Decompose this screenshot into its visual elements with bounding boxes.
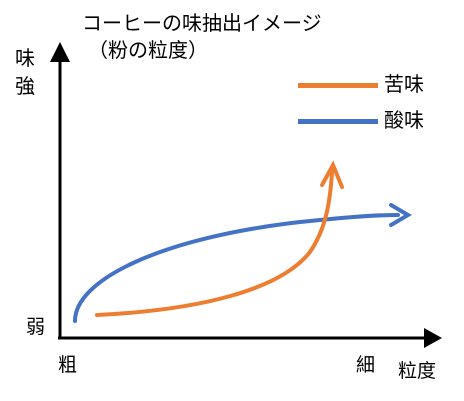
legend-label-bitter: 苦味 (384, 72, 424, 96)
bitterness-curve-path (95, 170, 334, 317)
x-axis-end-label: 細 (356, 354, 376, 376)
y-axis-low-label: 弱 (26, 316, 46, 338)
axes (50, 42, 442, 348)
x-axis-arrowhead (424, 328, 442, 348)
acidity-curve-path (73, 213, 400, 323)
diagram-subtitle: （粉の粒度） (88, 38, 208, 62)
legend-swatch-bitter (298, 83, 378, 88)
bitterness-curve (95, 160, 344, 317)
diagram-title: コーヒーの味抽出イメージ (82, 11, 322, 35)
acidity-curve-arrowhead (389, 203, 412, 227)
y-axis-label: 味強 (14, 44, 36, 100)
x-axis-label: 粒度 (398, 360, 437, 382)
y-axis-arrowhead (50, 42, 70, 62)
y-axis-label-text: 味強 (15, 46, 35, 98)
bitterness-curve-arrowhead (320, 160, 344, 189)
legend-label-acidity: 酸味 (384, 108, 424, 132)
x-axis-start-label: 粗 (58, 354, 78, 376)
legend-swatch-acidity (298, 119, 378, 124)
acidity-curve (73, 203, 412, 323)
